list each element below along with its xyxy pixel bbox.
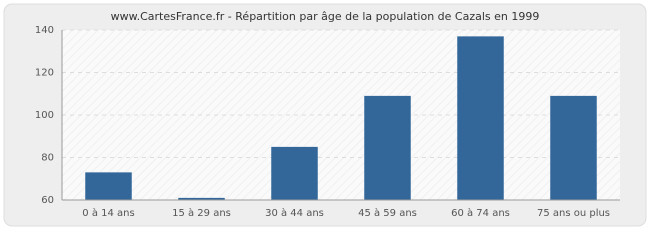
bar (364, 95, 411, 200)
y-tick-label: 60 (41, 195, 54, 206)
x-tick-label: 75 ans ou plus (537, 208, 610, 219)
bar (457, 36, 504, 200)
x-tick-label: 30 à 44 ans (265, 207, 324, 219)
x-tick-label: 15 à 29 ans (172, 207, 231, 219)
chart: www.CartesFrance.fr - Répartition par âg… (3, 3, 647, 227)
x-tick-label: 45 à 59 ans (358, 207, 417, 219)
y-tick-label: 120 (35, 68, 54, 79)
bar (178, 197, 225, 200)
x-tick-label: 0 à 14 ans (82, 207, 134, 219)
chart-title: www.CartesFrance.fr - Répartition par âg… (111, 10, 540, 23)
bar (271, 146, 318, 200)
y-tick-label: 80 (41, 153, 54, 164)
bar (85, 172, 132, 200)
bar (550, 95, 597, 200)
page: www.CartesFrance.fr - Répartition par âg… (3, 3, 647, 227)
y-tick-label: 100 (35, 110, 54, 121)
x-tick-label: 60 à 74 ans (451, 207, 510, 219)
y-tick-label: 140 (35, 25, 54, 36)
